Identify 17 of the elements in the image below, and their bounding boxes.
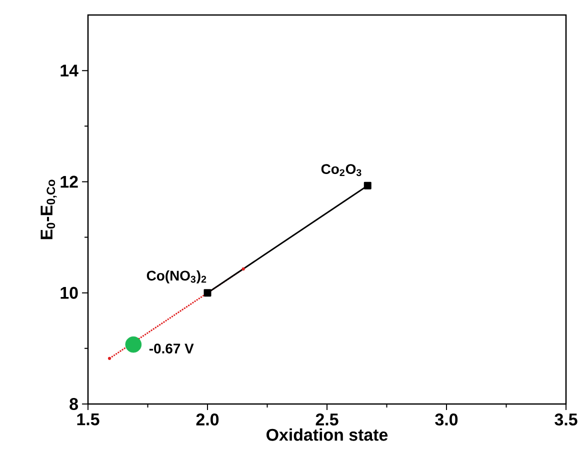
x-tick-label: 3.0: [435, 413, 458, 426]
point: [204, 289, 212, 297]
point: [364, 182, 372, 190]
y-tick-label: 8: [70, 398, 78, 410]
point: [125, 336, 142, 353]
y-tick-label: 12: [60, 176, 78, 188]
annotation: Co$_{2}$O$_{3}$: [321, 164, 362, 176]
x-tick-label: 2.5: [316, 413, 338, 426]
x-tick-label: 2.0: [196, 413, 219, 426]
x-tick-label: 1.5: [77, 413, 100, 426]
y-tick-label: 10: [60, 286, 78, 299]
annotation: -0.67 V: [149, 344, 194, 354]
x-axis-title: Oxidation state: [266, 428, 388, 441]
y-tick-label: 14: [60, 64, 78, 76]
annotation: Co(NO$_{3}$)$_{2}$: [146, 270, 206, 284]
x-tick-label: 3.5: [554, 413, 578, 426]
y-axis-title: E$_{0}$-E$_{0,Co}$: [40, 180, 57, 240]
